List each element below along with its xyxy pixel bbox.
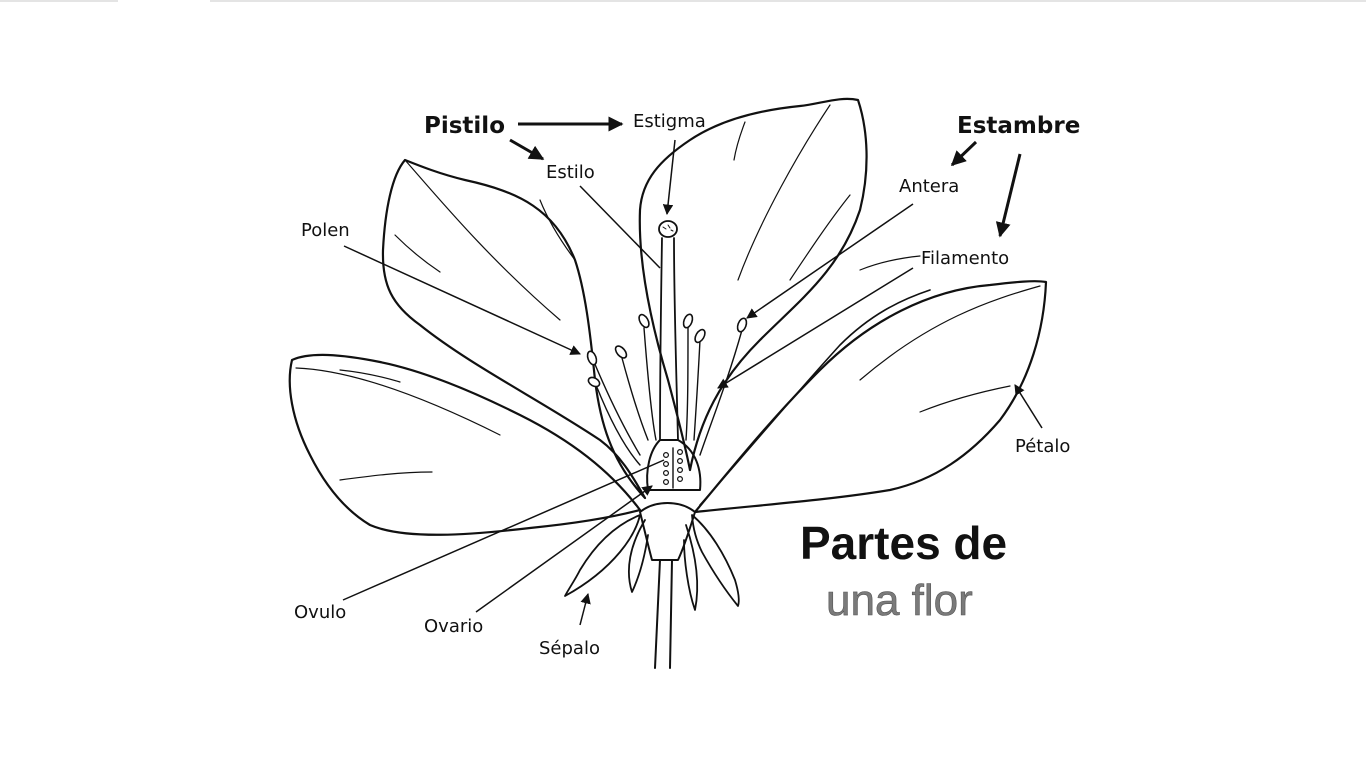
sepals-and-stem <box>564 502 740 669</box>
anther <box>694 328 706 344</box>
stem <box>654 559 673 669</box>
leader-lines <box>342 116 1043 626</box>
anther <box>736 317 748 333</box>
label-estigma: Estigma <box>633 111 706 132</box>
label-petalo: Pétalo <box>1015 436 1070 457</box>
anther <box>586 350 598 366</box>
label-estilo: Estilo <box>546 162 595 183</box>
petal-back-center <box>638 97 868 472</box>
title-line-1: Partes de <box>800 517 1007 569</box>
petal-front-right <box>693 280 1048 514</box>
label-pistilo: Pistilo <box>424 113 505 139</box>
stigma <box>658 220 678 238</box>
label-estambre: Estambre <box>957 113 1080 139</box>
label-ovario: Ovario <box>424 616 483 637</box>
petal-front-left <box>288 353 642 536</box>
receptacle <box>639 502 696 561</box>
diagram-title: Partes de una flor <box>800 517 1007 625</box>
title-line-2: una flor <box>826 576 973 625</box>
anther <box>682 313 694 329</box>
anther <box>587 376 601 388</box>
petals <box>288 97 1048 536</box>
pistil <box>646 220 702 491</box>
style <box>659 237 679 441</box>
anther <box>614 345 628 359</box>
label-ovulo: Ovulo <box>294 602 346 623</box>
anther <box>638 313 650 329</box>
label-filamento: Filamento <box>921 248 1009 269</box>
label-sepalo: Sépalo <box>539 638 600 659</box>
ovary <box>646 439 702 491</box>
label-polen: Polen <box>301 220 350 241</box>
sepal-left-outer <box>564 514 641 597</box>
labels: Pistilo Estigma Estilo Estambre Antera F… <box>294 111 1080 659</box>
sepal-right-outer <box>691 514 740 607</box>
stamens <box>586 313 748 466</box>
top-border <box>0 0 1366 2</box>
ovules <box>662 449 683 486</box>
label-antera: Antera <box>899 176 959 197</box>
petal-back-left <box>381 158 647 500</box>
